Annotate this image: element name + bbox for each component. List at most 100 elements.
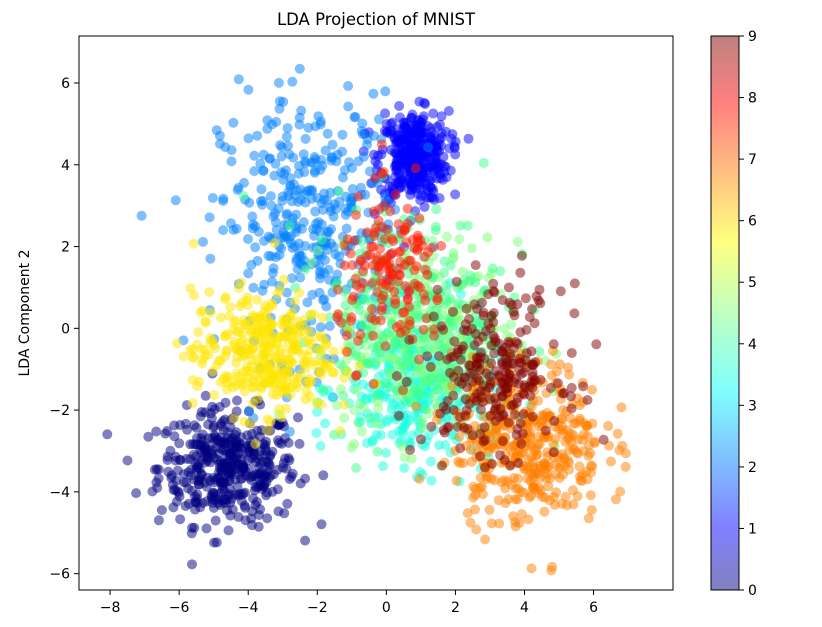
data-point bbox=[417, 423, 428, 433]
data-point bbox=[493, 495, 504, 506]
data-point bbox=[380, 341, 391, 352]
data-point bbox=[300, 158, 311, 169]
data-point bbox=[192, 433, 202, 443]
data-point bbox=[407, 430, 418, 441]
data-point bbox=[555, 286, 566, 297]
data-point bbox=[218, 193, 229, 204]
data-point bbox=[404, 344, 415, 355]
data-point bbox=[205, 307, 216, 318]
data-point bbox=[368, 206, 379, 217]
data-point bbox=[483, 289, 494, 300]
data-point bbox=[284, 426, 295, 437]
data-point bbox=[217, 467, 227, 478]
data-point bbox=[380, 86, 391, 97]
data-point bbox=[373, 266, 384, 277]
data-point bbox=[395, 112, 405, 123]
data-point bbox=[426, 242, 437, 253]
data-point bbox=[243, 268, 254, 279]
data-point bbox=[283, 187, 294, 198]
data-point bbox=[339, 240, 350, 251]
data-point bbox=[475, 404, 486, 415]
data-point bbox=[451, 475, 462, 486]
data-point bbox=[412, 245, 423, 256]
data-point bbox=[453, 456, 464, 467]
y-tick-label: −4 bbox=[49, 485, 70, 501]
data-point bbox=[393, 410, 404, 421]
data-point bbox=[240, 515, 251, 526]
data-point bbox=[554, 359, 565, 370]
data-point bbox=[239, 416, 250, 427]
data-point bbox=[472, 303, 483, 314]
data-point bbox=[197, 455, 207, 465]
data-point bbox=[239, 500, 250, 511]
data-point bbox=[318, 384, 329, 395]
data-point bbox=[314, 344, 325, 355]
data-point bbox=[312, 406, 323, 417]
data-point bbox=[437, 460, 448, 471]
data-point bbox=[275, 332, 286, 343]
data-point bbox=[354, 360, 365, 371]
data-point bbox=[342, 346, 352, 357]
data-point bbox=[272, 288, 283, 299]
data-point bbox=[353, 191, 364, 202]
data-point bbox=[365, 413, 375, 424]
data-point bbox=[232, 395, 242, 406]
data-point bbox=[426, 421, 437, 432]
data-point bbox=[432, 284, 443, 295]
data-point bbox=[484, 504, 495, 515]
data-point bbox=[198, 236, 208, 247]
data-point bbox=[291, 209, 302, 220]
data-point bbox=[262, 414, 273, 425]
data-point bbox=[568, 485, 578, 496]
data-point bbox=[480, 534, 491, 545]
data-point bbox=[420, 99, 431, 109]
series-digit-8 bbox=[332, 139, 447, 396]
data-point bbox=[340, 203, 350, 214]
data-point bbox=[262, 123, 273, 134]
data-point bbox=[587, 418, 598, 429]
y-tick-label: 0 bbox=[61, 321, 70, 337]
data-point bbox=[506, 299, 517, 310]
data-point bbox=[464, 314, 474, 324]
data-point bbox=[351, 462, 362, 473]
data-point bbox=[497, 295, 508, 306]
data-point bbox=[339, 399, 350, 410]
data-point bbox=[370, 223, 381, 234]
colorbar-tick-label: 5 bbox=[748, 275, 757, 291]
data-point bbox=[441, 286, 452, 297]
data-point bbox=[358, 151, 369, 162]
data-point bbox=[381, 416, 392, 427]
data-point bbox=[470, 489, 481, 500]
data-point bbox=[422, 351, 433, 362]
data-point bbox=[514, 517, 525, 528]
data-point bbox=[222, 449, 232, 460]
data-point bbox=[276, 438, 287, 449]
data-point bbox=[209, 537, 220, 548]
data-point bbox=[362, 139, 372, 150]
data-point bbox=[499, 455, 510, 465]
data-point bbox=[449, 336, 460, 347]
data-point bbox=[451, 276, 462, 287]
data-point bbox=[559, 453, 570, 464]
data-point bbox=[418, 324, 429, 335]
data-point bbox=[324, 321, 335, 332]
data-point bbox=[249, 166, 260, 177]
data-point bbox=[426, 475, 437, 486]
data-point bbox=[457, 378, 467, 389]
data-point bbox=[335, 426, 346, 436]
data-point bbox=[518, 446, 529, 457]
data-point bbox=[436, 240, 447, 251]
data-point bbox=[233, 283, 244, 293]
data-point bbox=[189, 420, 200, 431]
data-point bbox=[426, 127, 437, 137]
data-point bbox=[325, 202, 336, 213]
data-point bbox=[270, 217, 281, 228]
x-tick-label: 0 bbox=[382, 600, 391, 616]
data-point bbox=[488, 278, 499, 289]
data-point bbox=[394, 139, 405, 150]
data-point bbox=[526, 346, 537, 357]
data-point bbox=[495, 266, 506, 277]
data-point bbox=[574, 461, 585, 472]
data-point bbox=[417, 415, 427, 425]
data-point bbox=[482, 232, 493, 243]
